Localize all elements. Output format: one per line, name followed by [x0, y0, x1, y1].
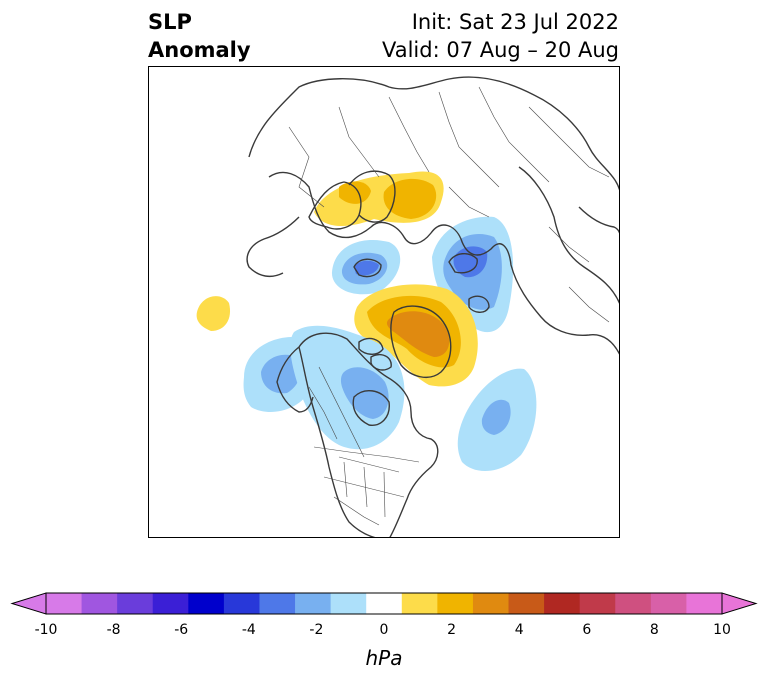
- colorbar-segment: [437, 593, 474, 614]
- valid-range-label: Valid: 07 Aug – 20 Aug: [381, 38, 619, 62]
- colorbar-segment: [117, 593, 154, 614]
- colorbar-segment: [366, 593, 403, 614]
- contour-scandinavia-pos2b: [339, 181, 371, 204]
- colorbar-tick-label: 6: [582, 622, 592, 638]
- colorbar-segment: [401, 593, 438, 614]
- colorbar-tick-labels: -10 -8 -6 -4 -2 0 2 4 6 8 10: [0, 622, 768, 642]
- colorbar-segment: [544, 593, 581, 614]
- colorbar-tick-label: -6: [174, 622, 189, 638]
- colorbar-segment: [188, 593, 225, 614]
- colorbar-tick-label: -4: [241, 622, 256, 638]
- country-borders: [288, 86, 610, 526]
- colorbar-segment: [259, 593, 296, 614]
- colorbar-tick-label: 4: [514, 622, 524, 638]
- colorbar-tick-label: 10: [713, 622, 731, 638]
- map-panel: [148, 66, 620, 538]
- contour-greenland-pos3: [386, 311, 450, 357]
- colorbar-segment: [46, 593, 83, 614]
- contour-atlantic-neg2: [481, 399, 511, 435]
- map-title-right: Init: Sat 23 Jul 2022 Valid: 07 Aug – 20…: [382, 8, 619, 64]
- colorbar-tick-label: 0: [379, 622, 389, 638]
- map-canvas: [196, 76, 619, 537]
- colorbar-tick-label: -8: [106, 622, 121, 638]
- init-date-label: Init: Sat 23 Jul 2022: [411, 10, 619, 34]
- colorbar-segment: [615, 593, 652, 614]
- colorbar-segment: [686, 593, 723, 614]
- colorbar-tick-label: -10: [34, 622, 58, 638]
- contour-scandinavia-pos2: [383, 178, 437, 219]
- colorbar-segment: [223, 593, 260, 614]
- contour-barents-neg3: [354, 260, 379, 276]
- title-line-anomaly: Anomaly: [148, 38, 251, 62]
- title-line-slp: SLP: [148, 10, 192, 34]
- contour-alaska-neg2: [261, 354, 302, 394]
- colorbar-tick-label: 2: [447, 622, 457, 638]
- colorbar-segment: [81, 593, 118, 614]
- colorbar: [10, 592, 758, 615]
- colorbar-segment: [579, 593, 616, 614]
- colorbar-extend-min: [10, 592, 47, 615]
- colorbar-segment: [650, 593, 687, 614]
- colorbar-segment: [472, 593, 510, 614]
- colorbar-segment: [508, 593, 545, 614]
- colorbar-segment: [152, 593, 189, 614]
- colorbar-tick-label: 8: [649, 622, 659, 638]
- colorbar-segment: [330, 593, 367, 614]
- colorbar-unit-label: hPa: [365, 646, 403, 670]
- anomaly-contours: [196, 171, 537, 472]
- colorbar-outline: [45, 592, 723, 615]
- coastlines: [246, 76, 619, 537]
- colorbar-extend-max: [721, 592, 758, 615]
- contour-pacific-pos: [196, 296, 231, 331]
- map-title-left: SLP Anomaly: [148, 8, 251, 64]
- colorbar-tick-label: -2: [309, 622, 324, 638]
- colorbar-segment: [295, 593, 332, 614]
